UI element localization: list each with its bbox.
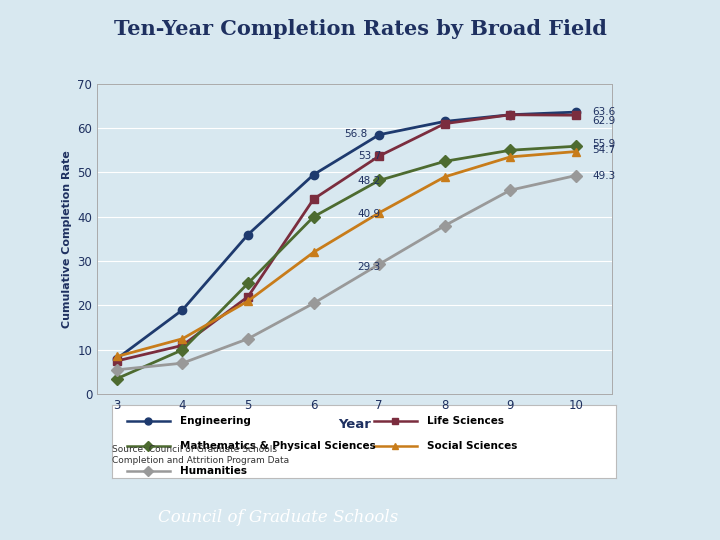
Text: Ten-Year Completion Rates by Broad Field: Ten-Year Completion Rates by Broad Field (114, 19, 606, 39)
Text: Council of Graduate Schools: Council of Graduate Schools (158, 509, 399, 526)
Text: Source: Council of Graduate Schools
Completion and Attrition Program Data: Source: Council of Graduate Schools Comp… (112, 446, 289, 465)
Text: 56.8: 56.8 (345, 129, 368, 139)
Text: Engineering: Engineering (180, 416, 251, 426)
Text: 40.9: 40.9 (358, 209, 381, 219)
Text: Life Sciences: Life Sciences (426, 416, 503, 426)
Text: 29.3: 29.3 (358, 262, 381, 272)
Text: Social Sciences: Social Sciences (426, 441, 517, 451)
Text: Mathematics & Physical Sciences: Mathematics & Physical Sciences (180, 441, 375, 451)
Text: 53.7: 53.7 (358, 151, 381, 161)
Text: 63.6: 63.6 (593, 107, 616, 117)
Text: 48.2: 48.2 (358, 176, 381, 186)
Text: 62.9: 62.9 (593, 117, 616, 126)
Text: 49.3: 49.3 (593, 171, 616, 180)
Text: 55.9: 55.9 (593, 139, 616, 148)
Y-axis label: Cumulative Completion Rate: Cumulative Completion Rate (62, 150, 72, 328)
X-axis label: Year: Year (338, 417, 371, 430)
Text: 54.7: 54.7 (593, 145, 616, 155)
Text: Humanities: Humanities (180, 465, 247, 476)
